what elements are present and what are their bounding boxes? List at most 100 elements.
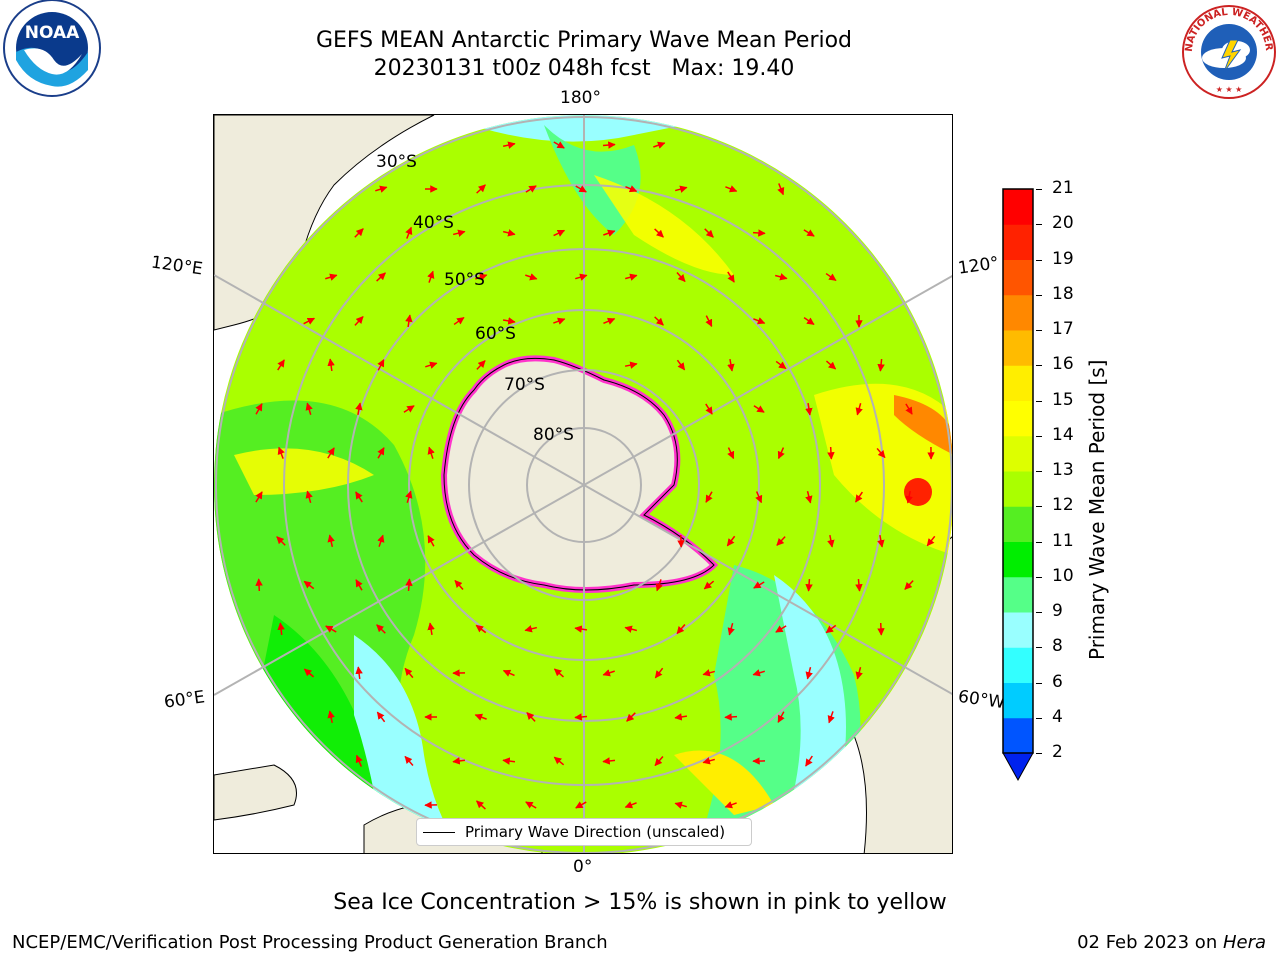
colorbar-band (1003, 682, 1033, 719)
wave-direction-arrow (602, 757, 616, 765)
nws-logo: NATIONAL WEATHER SERVICE ★ ★ ★ (1174, 0, 1280, 100)
wave-direction-arrow (405, 578, 413, 592)
wave-direction-arrow (405, 314, 413, 328)
wave-direction-arrow (876, 447, 886, 459)
colorbar-tick-mark (1036, 541, 1042, 543)
wave-direction-arrow (305, 490, 313, 503)
colorbar-tick-label: 12 (1052, 495, 1074, 516)
wave-direction-arrow (855, 578, 863, 592)
wave-direction-arrow (725, 185, 738, 193)
wave-direction-arrow (427, 622, 435, 636)
wave-direction-arrow (376, 711, 386, 723)
wave-direction-arrow (805, 755, 813, 767)
wave-direction-arrow (676, 623, 686, 635)
wave-direction-arrow (526, 712, 536, 722)
wave-direction-arrow (405, 226, 413, 239)
wave-direction-arrow (553, 756, 565, 766)
footer-credit: NCEP/EMC/Verification Post Processing Pr… (12, 932, 608, 953)
colorbar-tick-mark (1036, 330, 1042, 331)
colorbar-tick-label: 18 (1052, 283, 1074, 304)
footer-host: Hera (1222, 932, 1266, 953)
wave-direction-arrow (705, 315, 713, 328)
wave-direction-arrow (377, 359, 385, 371)
wave-direction-arrow (327, 358, 335, 372)
colorbar-tick-label: 17 (1052, 319, 1074, 339)
wave-direction-arrow (553, 668, 564, 678)
wave-direction-arrow (354, 316, 364, 326)
svg-text:NOAA: NOAA (25, 23, 80, 43)
wave-direction-arrow (602, 141, 616, 149)
colorbar-tick-mark (1036, 294, 1042, 296)
wave-direction-arrow (655, 579, 663, 592)
lat-label-40s: 40°S (413, 213, 454, 233)
colorbar-band (1003, 259, 1033, 296)
wave-direction-arrow (905, 490, 913, 504)
lat-label-60s: 60°S (475, 324, 516, 344)
lon-label-120w: 120° (956, 253, 1001, 279)
wave-direction-arrow (575, 273, 588, 281)
wave-direction-arrow (805, 491, 813, 504)
wave-direction-arrow (676, 359, 686, 371)
colorbar-tick-label: 13 (1052, 460, 1074, 480)
wave-direction-arrow (305, 402, 313, 415)
wave-direction-arrow (427, 446, 435, 459)
colorbar-tick-label: 2 (1052, 742, 1063, 762)
wave-direction-arrow (805, 667, 813, 680)
wave-direction-arrow (705, 403, 713, 415)
wave-direction-arrow (675, 185, 688, 193)
wave-direction-arrow (676, 272, 686, 283)
colorbar-tick-label: 15 (1052, 389, 1074, 410)
colorbar-tick-label: 11 (1052, 530, 1074, 551)
wave-direction-arrow (653, 141, 666, 149)
colorbar-tick-label: 21 (1052, 178, 1074, 198)
colorbar-tick-mark (1036, 647, 1042, 649)
wave-direction-arrow (575, 185, 587, 193)
wave-direction-arrow (553, 317, 566, 325)
colorbar-label: Primary Wave Mean Period [s] (1085, 359, 1109, 661)
wave-direction-arrow (825, 360, 837, 370)
lat-label-80s: 80°S (533, 425, 574, 445)
colorbar-band (1003, 330, 1033, 366)
wave-direction-arrow (574, 713, 588, 721)
graticule (214, 115, 952, 853)
colorbar-tick-mark (1036, 506, 1042, 508)
wave-direction-arrow (303, 668, 315, 678)
wave-direction-arrow (752, 229, 766, 237)
wave-direction-arrow (625, 273, 638, 281)
colorbar-tick-mark (1036, 576, 1042, 578)
wave-direction-arrow (525, 273, 538, 281)
wave-direction-arrows (255, 141, 936, 810)
wave-direction-arrow (753, 405, 765, 413)
wave-direction-arrow (453, 316, 465, 326)
wave-direction-arrow (624, 625, 637, 633)
wave-direction-arrow (303, 317, 316, 325)
wave-direction-arrow (603, 317, 616, 325)
wave-direction-arrow (877, 358, 885, 372)
wave-direction-arrow (405, 490, 413, 503)
wave-direction-arrow (752, 669, 765, 677)
wave-direction-arrow (775, 360, 787, 370)
wave-direction-arrow (325, 273, 338, 281)
wave-direction-arrow (502, 141, 516, 149)
wave-direction-arrow (654, 667, 664, 679)
colorbar-tick-label: 4 (1052, 706, 1063, 727)
wave-direction-arrow (277, 622, 285, 636)
wave-direction-arrow (625, 185, 638, 193)
wave-direction-arrow (502, 229, 516, 237)
wave-direction-arrow (724, 713, 738, 721)
svg-text:★ ★ ★: ★ ★ ★ (1216, 85, 1243, 94)
wave-direction-arrow (727, 447, 735, 460)
wave-direction-arrow (375, 185, 388, 193)
wave-direction-arrow (303, 580, 315, 590)
wave-direction-arrow (255, 403, 263, 415)
wave-direction-arrow (355, 579, 363, 591)
wave-direction-arrow (603, 229, 616, 237)
wave-direction-arrow (355, 402, 363, 416)
wave-direction-arrow (575, 801, 587, 809)
wave-direction-arrow (776, 536, 786, 546)
wave-direction-arrow (626, 712, 636, 722)
wave-direction-arrow (855, 667, 863, 680)
wave-direction-arrow (777, 711, 785, 723)
wave-direction-arrow (825, 624, 837, 634)
lon-label-60w: 60°W (956, 686, 1007, 714)
